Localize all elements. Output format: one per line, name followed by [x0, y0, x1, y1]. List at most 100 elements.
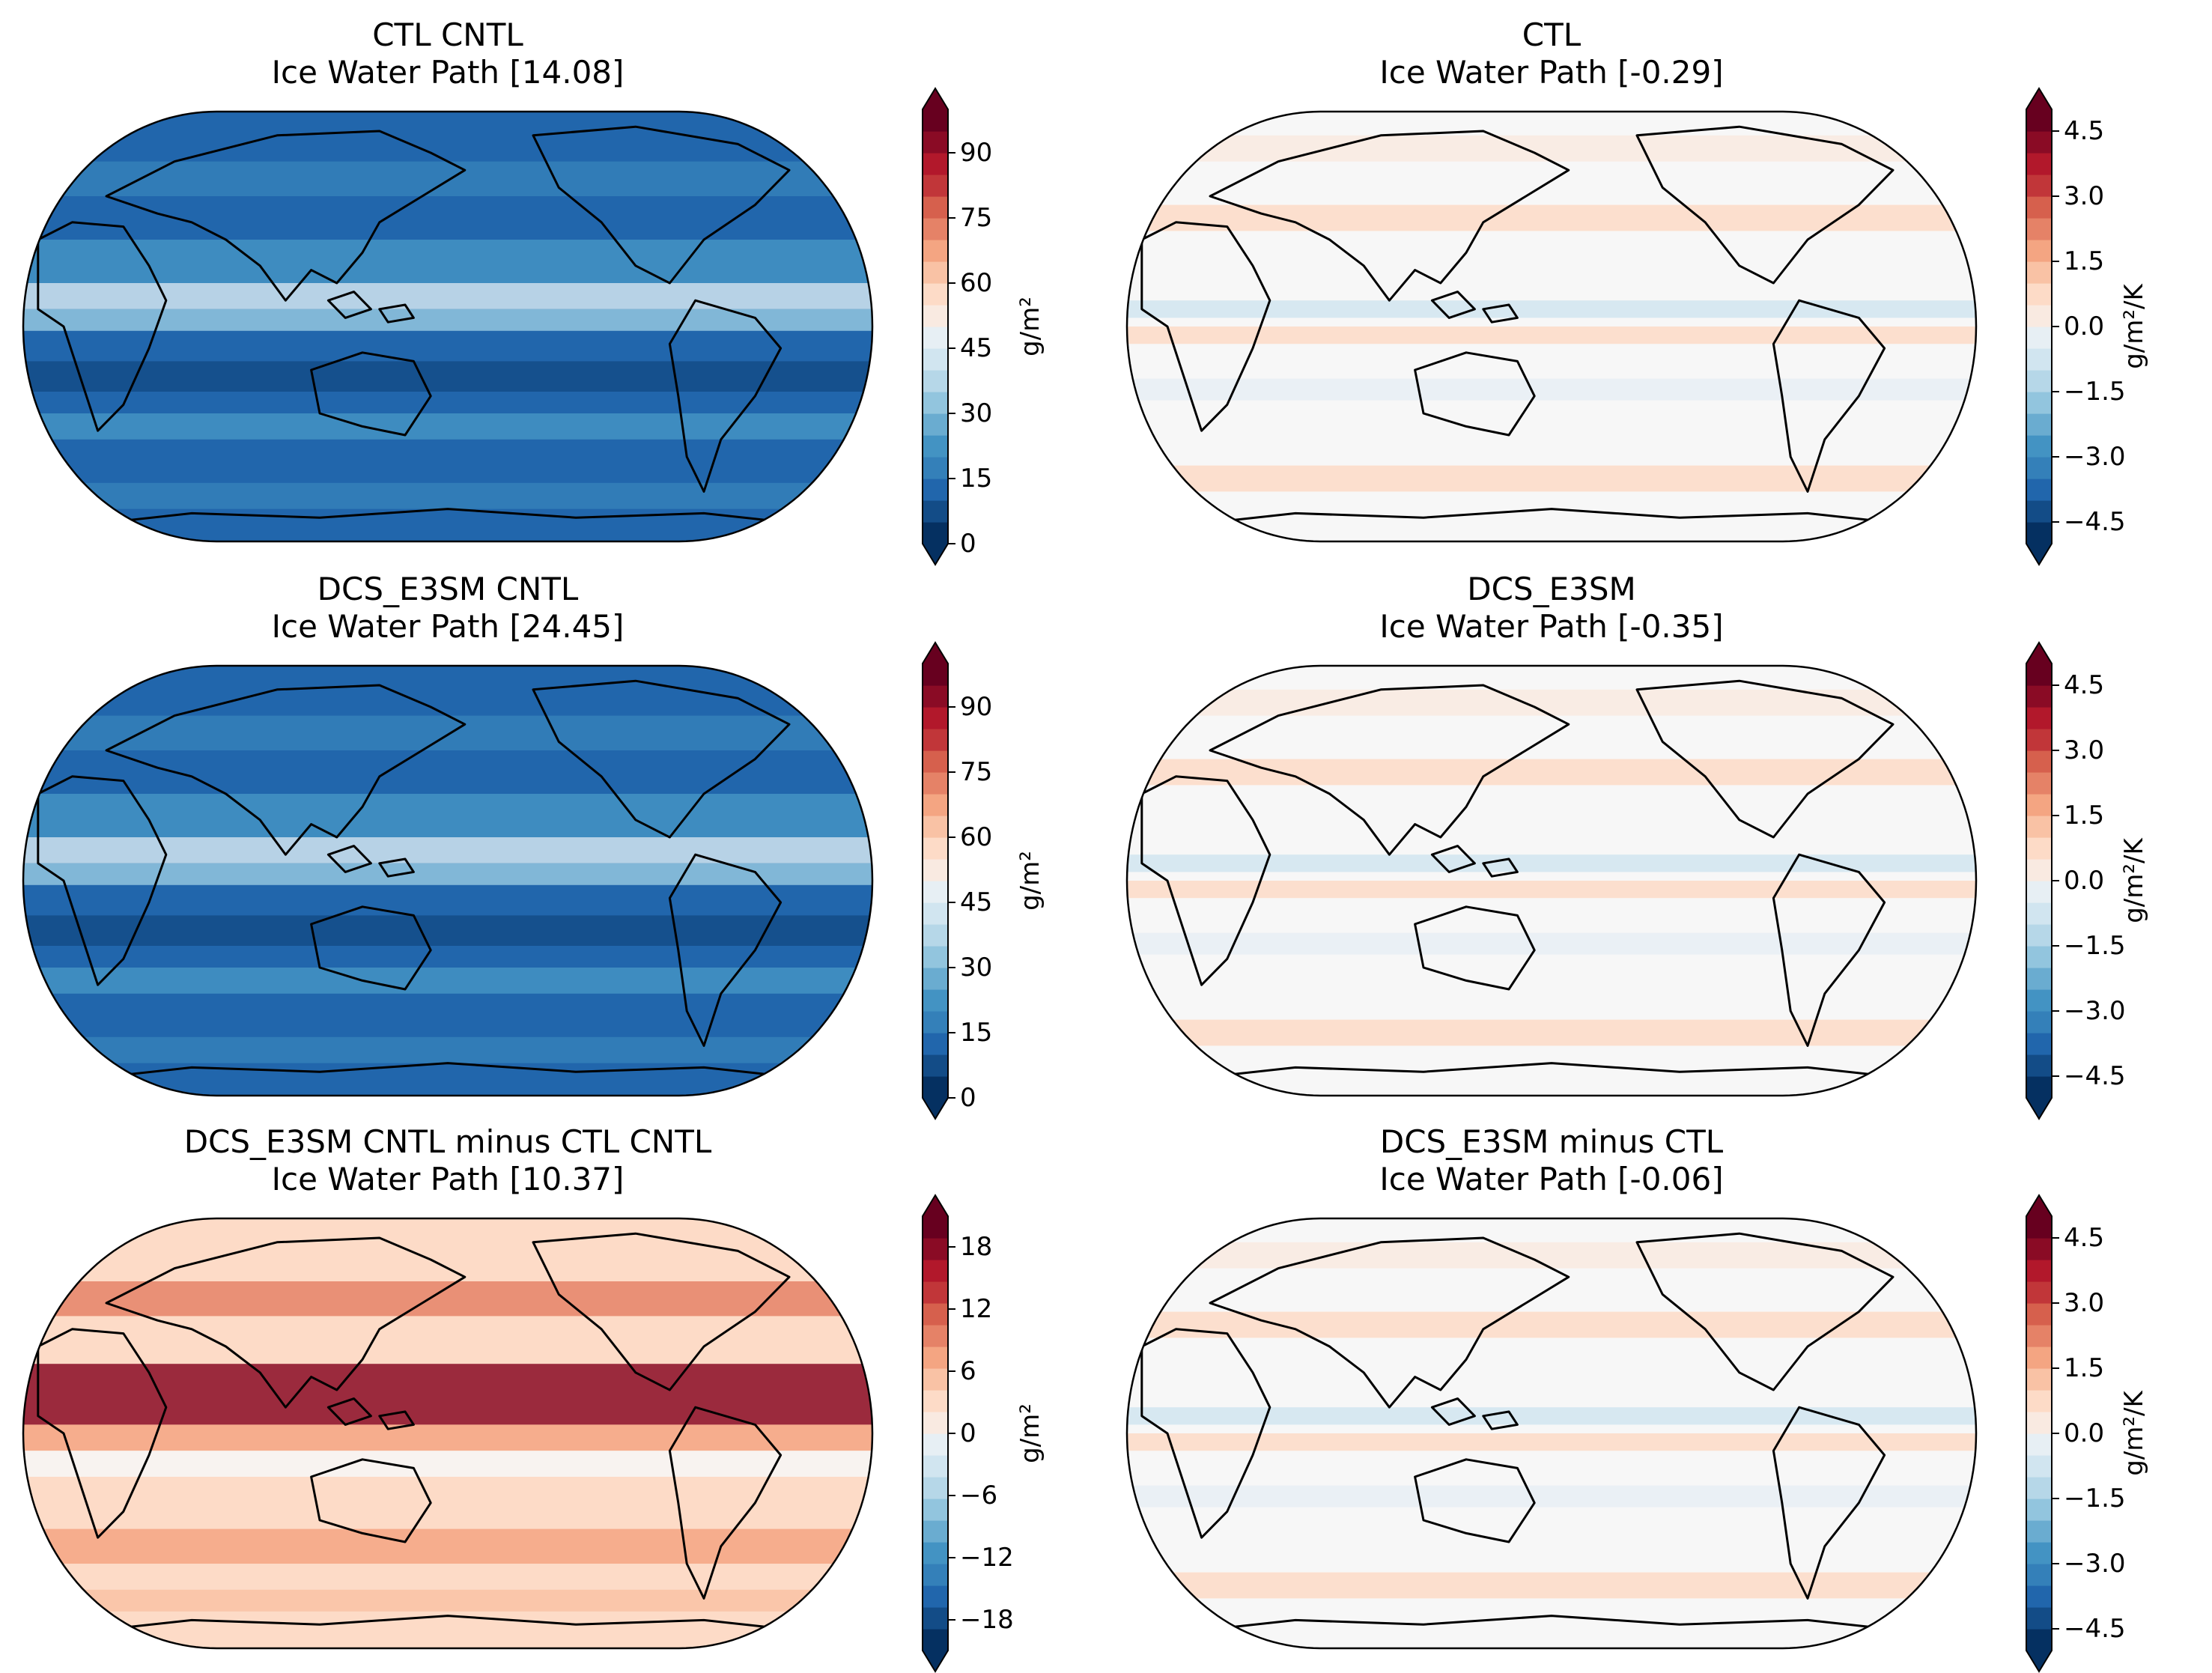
colorbar-segment	[2026, 1281, 2052, 1304]
colorbar-segment	[923, 1564, 948, 1586]
colorbar	[922, 1194, 949, 1673]
colorbar-segment	[2026, 1011, 2052, 1033]
colorbar-tick-label: 12	[960, 1294, 993, 1325]
colorbar-segment	[923, 1433, 948, 1456]
colorbar-tick-mark	[2052, 1628, 2059, 1630]
colorbar-segment	[2026, 1412, 2052, 1434]
colorbar-tick-mark	[2052, 261, 2059, 262]
map-field-band	[23, 361, 872, 392]
colorbar-segment	[923, 218, 948, 240]
map-field-band	[1127, 327, 1976, 344]
map-field-band	[1127, 689, 1976, 716]
colorbar-tick-label: 60	[960, 268, 993, 298]
panel-title-line1: DCS_E3SM	[1467, 571, 1636, 607]
colorbar-segment	[2026, 881, 2052, 903]
colorbar-tick-mark	[948, 478, 955, 479]
colorbar-segment	[2026, 946, 2052, 968]
coastline	[1209, 1236, 1570, 1409]
colorbar-segment	[923, 1390, 948, 1412]
colorbar-extend-max	[2026, 643, 2052, 664]
colorbar-segment	[923, 153, 948, 175]
colorbar-tick-mark	[948, 1433, 955, 1434]
colorbar-segment	[2026, 522, 2052, 544]
colorbar-segment	[923, 240, 948, 262]
colorbar-segment	[2026, 348, 2052, 371]
map-field-band	[1127, 1485, 1976, 1507]
colorbar-segment	[923, 772, 948, 795]
coastline	[1414, 351, 1536, 437]
panel-title-line2: Ice Water Path [-0.29]	[1379, 54, 1724, 91]
colorbar-segment	[923, 131, 948, 154]
colorbar-segment	[2026, 1346, 2052, 1369]
colorbar-segment	[923, 1629, 948, 1651]
map-field-band	[23, 715, 872, 750]
colorbar-tick-mark	[2052, 1010, 2059, 1012]
colorbar-segment	[923, 707, 948, 729]
colorbar-tick-label: 0.0	[2064, 866, 2105, 896]
colorbar-tick-label: 6	[960, 1356, 976, 1387]
colorbar-segment	[923, 1520, 948, 1543]
colorbar-segment	[2026, 457, 2052, 479]
coastline	[378, 303, 415, 324]
coastline	[326, 845, 372, 873]
colorbar-segment	[2026, 902, 2052, 925]
colorbar-segment	[2026, 1325, 2052, 1347]
panel-title-line2: Ice Water Path [10.37]	[271, 1161, 625, 1197]
colorbar-tick-mark	[948, 543, 955, 544]
colorbar-segment	[2026, 327, 2052, 349]
coastline	[668, 853, 783, 1047]
colorbar-tick-mark	[948, 1618, 955, 1621]
colorbar-segment	[2026, 283, 2052, 306]
colorbar-segment	[923, 794, 948, 816]
colorbar-tick-label: 15	[960, 1018, 993, 1048]
coastline	[668, 1406, 783, 1600]
colorbar-segment	[923, 348, 948, 371]
coastline	[37, 775, 168, 986]
colorbar-segment	[923, 327, 948, 349]
colorbar-segment	[2026, 109, 2052, 132]
colorbar-segment	[2026, 261, 2052, 284]
colorbar-tick-label: −3.0	[2064, 996, 2126, 1026]
coastline	[105, 130, 467, 302]
colorbar-frame	[2026, 641, 2053, 1120]
coastline	[532, 125, 791, 285]
colorbar-extend-min	[2026, 544, 2052, 565]
colorbar-segment	[923, 1346, 948, 1369]
colorbar-units-label: g/m²	[1015, 851, 1045, 911]
colorbar-segment	[923, 685, 948, 708]
colorbar-tick-label: 90	[960, 138, 993, 168]
colorbar-tick-mark	[2052, 1302, 2059, 1304]
colorbar-segment	[923, 1303, 948, 1326]
coastline	[1209, 684, 1570, 856]
colorbar-segment	[2026, 1542, 2052, 1564]
map-globe	[1125, 1217, 1978, 1650]
colorbar-segment	[2026, 837, 2052, 860]
colorbar-extend-min	[2026, 1098, 2052, 1119]
colorbar-segment	[2026, 1216, 2052, 1239]
map-field-band	[23, 1528, 872, 1564]
panel-title-line2: Ice Water Path [-0.35]	[1379, 608, 1724, 645]
colorbar-segment	[923, 1542, 948, 1564]
colorbar-tick-label: 3.0	[2064, 735, 2105, 765]
colorbar-segment	[2026, 1477, 2052, 1499]
colorbar-segment	[2026, 174, 2052, 197]
colorbar-segment	[923, 457, 948, 479]
colorbar-tick-mark	[948, 771, 955, 773]
colorbar-segment	[2026, 196, 2052, 219]
coastline	[1140, 1328, 1271, 1539]
map-field-band	[23, 1451, 872, 1477]
coastline	[1140, 221, 1271, 432]
panel-title: DCS_E3SM Ice Water Path [-0.35]	[1117, 571, 1986, 646]
colorbar-tick-mark	[2052, 1498, 2059, 1499]
panel-title-line1: CTL CNTL	[372, 16, 523, 53]
colorbar-segment	[2026, 664, 2052, 686]
colorbar-extend-max	[2026, 1195, 2052, 1216]
coastline	[1482, 857, 1519, 878]
map-field-band	[23, 837, 872, 863]
colorbar-tick-mark	[948, 1246, 955, 1248]
panel-title-line1: DCS_E3SM minus CTL	[1379, 1123, 1724, 1160]
colorbar-tick-label: 0	[960, 1418, 976, 1448]
colorbar-extend-min	[923, 1651, 948, 1672]
colorbar	[2026, 641, 2053, 1120]
map-field-band	[23, 968, 872, 994]
